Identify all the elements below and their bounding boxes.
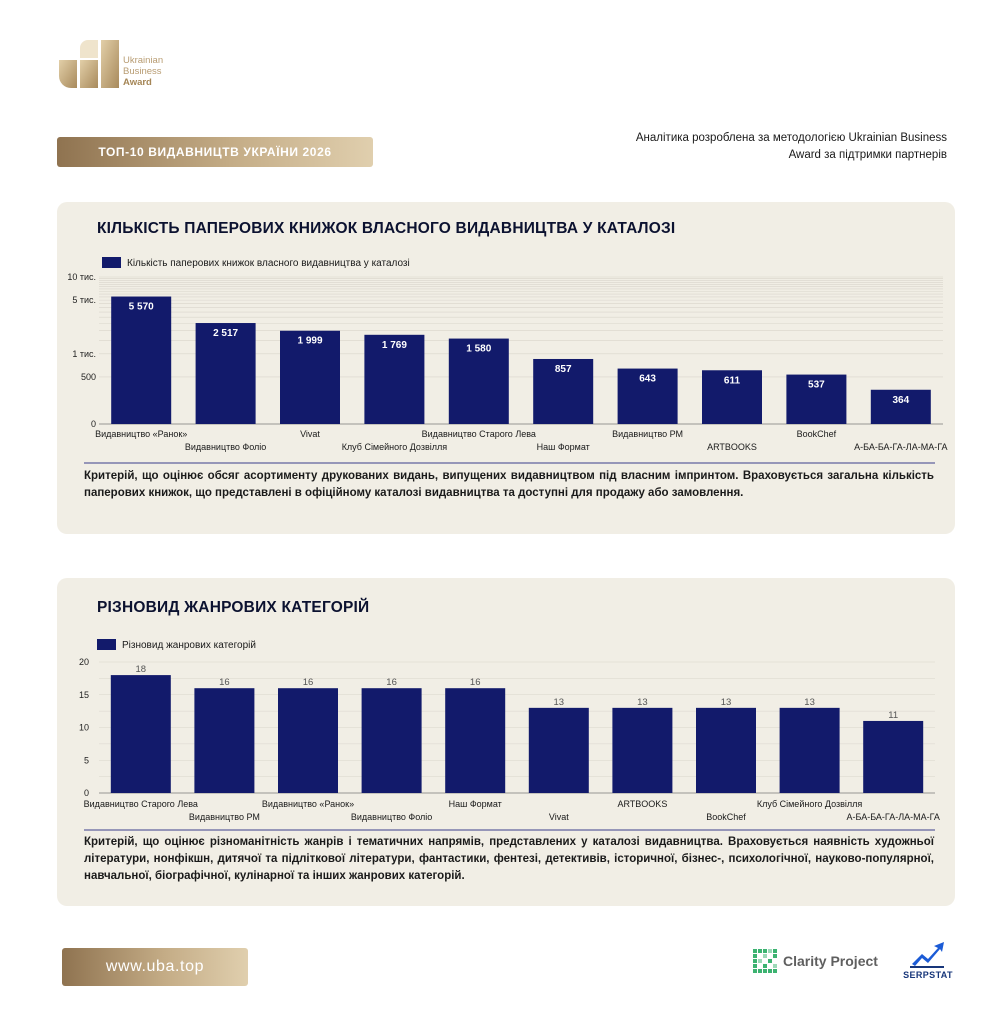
data-label: 13 xyxy=(637,697,648,708)
x-tick-label: Клуб Сімейного Дозвілля xyxy=(757,799,863,809)
bar xyxy=(617,368,678,424)
x-tick-label: Клуб Сімейного Дозвілля xyxy=(342,442,448,452)
brand-logo: Ukrainian Business Award xyxy=(57,36,197,92)
clarity-project-logo: Clarity Project xyxy=(753,948,878,974)
x-tick-label: Vivat xyxy=(549,812,569,822)
legend-swatch xyxy=(102,257,121,268)
bar xyxy=(110,675,171,793)
x-tick-label: Видавництво РМ xyxy=(612,429,683,439)
bar xyxy=(111,296,172,424)
clarity-project-label: Clarity Project xyxy=(783,953,878,969)
genre-variety-title: РІЗНОВИД ЖАНРОВИХ КАТЕГОРІЙ xyxy=(97,599,370,616)
x-tick-label: ARTBOOKS xyxy=(617,799,667,809)
bar xyxy=(779,707,840,793)
bar xyxy=(278,688,338,793)
bar xyxy=(280,330,340,424)
data-label: 857 xyxy=(555,364,572,375)
data-label: 5 570 xyxy=(129,302,154,313)
data-label: 364 xyxy=(892,395,909,406)
bar xyxy=(361,688,422,793)
x-tick-label: BookChef xyxy=(706,812,746,822)
genre-variety-description: Критерій, що оцінює різноманітність жанр… xyxy=(84,836,934,882)
website-link[interactable]: www.uba.top xyxy=(62,948,248,986)
bar xyxy=(364,334,425,424)
serpstat-label: SERPSTAT xyxy=(903,970,953,980)
data-label: 16 xyxy=(303,677,314,688)
serpstat-arrow-icon xyxy=(910,942,944,968)
genre-variety-chart: 0 5 10 15 20 Різновид жанрових категорій 18 Вид… xyxy=(79,639,940,831)
bar xyxy=(612,707,673,793)
bar xyxy=(194,688,255,793)
bar xyxy=(702,370,762,424)
y-tick-label: 10 тис. xyxy=(67,272,96,282)
x-tick-label: Видавництво «Ранок» xyxy=(95,429,187,439)
x-tick-label: BookChef xyxy=(797,429,837,439)
data-label: 2 517 xyxy=(213,328,238,339)
clarity-grid-icon xyxy=(753,949,777,973)
data-label: 1 999 xyxy=(297,336,322,347)
data-label: 16 xyxy=(386,677,397,688)
x-tick-label: Видавництво Старого Лева xyxy=(84,799,198,809)
data-label: 643 xyxy=(639,374,656,385)
data-label: 13 xyxy=(721,697,732,708)
x-tick-label: Видавництво Старого Лева xyxy=(422,429,536,439)
data-label: 11 xyxy=(888,710,898,721)
data-label: 13 xyxy=(554,697,565,708)
page-title: ТОП-10 ВИДАВНИЦТВ УКРАЇНИ 2026 xyxy=(57,137,373,167)
genre-variety-card: 0 5 10 15 20 Різновид жанрових категорій 18 Вид… xyxy=(57,578,955,906)
y-tick-label: 0 xyxy=(91,419,96,429)
bar xyxy=(863,720,924,793)
bar xyxy=(870,389,931,424)
data-label: 611 xyxy=(724,375,741,386)
data-label: 16 xyxy=(470,677,481,688)
bar xyxy=(445,688,506,793)
y-tick-label: 20 xyxy=(79,657,89,667)
x-tick-label: Видавництво «Ранок» xyxy=(262,799,354,809)
x-tick-label: ARTBOOKS xyxy=(707,442,757,452)
logo-wordmark: Ukrainian Business Award xyxy=(123,55,163,88)
x-tick-label: Vivat xyxy=(300,429,320,439)
bar xyxy=(528,707,589,793)
data-label: 16 xyxy=(219,677,230,688)
x-tick-label: Наш Формат xyxy=(537,442,590,452)
catalog-count-card: 0 500 1 тис. 5 тис. 10 тис. Кількість паперов… xyxy=(57,202,955,534)
catalog-count-title: КІЛЬКІСТЬ ПАПЕРОВИХ КНИЖОК ВЛАСНОГО ВИДА… xyxy=(97,220,676,237)
x-tick-label: Видавництво Фоліо xyxy=(351,812,432,822)
serpstat-logo: SERPSTAT xyxy=(898,940,958,984)
bar xyxy=(533,358,594,424)
logo-line-2: Business xyxy=(123,66,162,77)
x-tick-label: Наш Формат xyxy=(449,799,502,809)
bar xyxy=(195,323,256,424)
x-tick-label: А-БА-БА-ГА-ЛА-МА-ГА xyxy=(854,442,947,452)
bar xyxy=(786,374,847,424)
y-tick-label: 5 xyxy=(84,755,89,765)
data-label: 1 580 xyxy=(466,344,491,355)
y-tick-label: 500 xyxy=(81,372,96,382)
x-tick-label: А-БА-БА-ГА-ЛА-МА-ГА xyxy=(847,812,940,822)
legend-label: Різновид жанрових категорій xyxy=(122,640,256,651)
x-tick-label: Видавництво РМ xyxy=(189,812,260,822)
y-tick-label: 1 тис. xyxy=(72,349,96,359)
data-label: 537 xyxy=(808,380,825,391)
y-tick-label: 5 тис. xyxy=(72,295,96,305)
data-label: 1 769 xyxy=(382,340,407,351)
uba-logo-icon xyxy=(59,40,119,88)
logo-line-1: Ukrainian xyxy=(123,55,164,66)
data-label: 18 xyxy=(136,664,147,675)
x-tick-label: Видавництво Фоліо xyxy=(185,442,266,452)
logo-line-3: Award xyxy=(123,77,152,88)
y-tick-label: 0 xyxy=(84,788,89,798)
legend-swatch xyxy=(97,639,116,650)
y-tick-label: 15 xyxy=(79,690,89,700)
data-label: 13 xyxy=(804,697,815,708)
y-tick-label: 10 xyxy=(79,723,89,733)
methodology-note: Аналітика розроблена за методологією Ukr… xyxy=(635,132,947,161)
bar xyxy=(448,338,509,424)
bar xyxy=(696,707,756,793)
catalog-count-description: Критерій, що оцінює обсяг асортименту др… xyxy=(84,470,934,499)
legend-label: Кількість паперових книжок власного вида… xyxy=(127,258,410,269)
catalog-count-chart: 0 500 1 тис. 5 тис. 10 тис. Кількість паперов… xyxy=(67,257,947,464)
